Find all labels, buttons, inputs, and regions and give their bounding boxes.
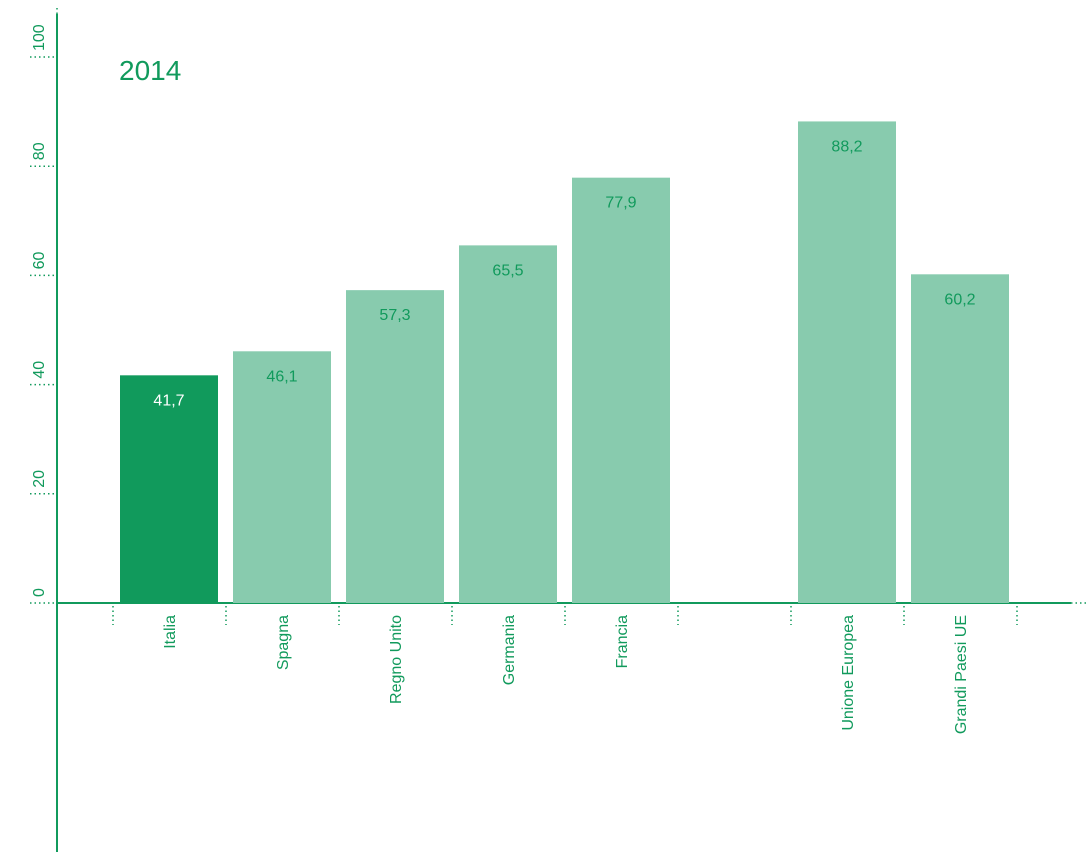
category-label: Spagna	[275, 615, 292, 670]
chart-title: 2014	[119, 55, 181, 86]
category-label: Unione Europea	[840, 615, 857, 731]
value-label: 88,2	[831, 138, 862, 155]
category-label: Regno Unito	[388, 615, 405, 704]
y-tick-label: 80	[31, 142, 48, 160]
bar-grandi-paesi-ue	[911, 274, 1009, 603]
axes	[56, 8, 1086, 852]
category-label: Grandi Paesi UE	[953, 615, 970, 734]
y-ticks: 0 20 40 60 80 100	[30, 24, 57, 604]
y-tick-label: 60	[31, 252, 48, 270]
value-label: 60,2	[944, 291, 975, 308]
bar-unione-europea	[798, 121, 896, 603]
bars: 41,7 46,1 57,3 65,5 77,9 88,2 60,2	[120, 121, 1009, 603]
value-label: 57,3	[379, 307, 410, 324]
y-tick-label: 40	[31, 361, 48, 379]
category-label: Italia	[162, 615, 179, 649]
value-label: 41,7	[153, 392, 184, 409]
category-label: Germania	[501, 615, 518, 685]
category-labels: Italia Spagna Regno Unito Germania Francia Un…	[112, 606, 1018, 734]
value-label: 65,5	[492, 262, 523, 279]
y-tick-label: 20	[31, 470, 48, 488]
category-label: Francia	[614, 615, 631, 668]
bar-spagna	[233, 351, 331, 603]
value-label: 46,1	[266, 368, 297, 385]
value-label: 77,9	[605, 195, 636, 212]
y-tick-label: 100	[31, 24, 48, 51]
y-tick-label: 0	[31, 588, 48, 597]
bar-francia	[572, 177, 670, 603]
bar-regno-unito	[346, 290, 444, 603]
bar-germania	[459, 245, 557, 603]
bar-italia	[120, 375, 218, 603]
